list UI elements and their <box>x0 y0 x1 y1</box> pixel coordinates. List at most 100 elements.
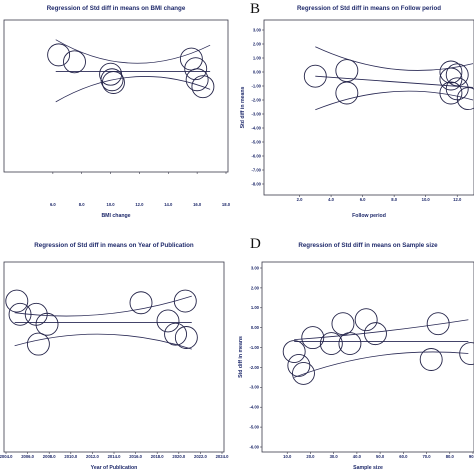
x-tick-label: 10.0 <box>422 197 431 202</box>
y-tick-label: -8.00 <box>251 181 261 186</box>
x-tick-label: 70.0 <box>422 454 431 459</box>
x-tick-label: 2010.0 <box>64 454 77 459</box>
y-tick-label: -6.00 <box>251 153 261 158</box>
x-tick-label: 90.0 <box>469 454 474 459</box>
study-point <box>459 342 474 365</box>
x-tick-label: 8.0 <box>391 197 397 202</box>
study-point <box>164 322 188 346</box>
y-tick-label: -7.00 <box>251 167 261 172</box>
x-tick-label: 2008.0 <box>43 454 56 459</box>
study-point <box>287 354 311 377</box>
x-tick-label: 6.0 <box>50 202 56 207</box>
chart-title: Regression of Std diff in means on Year … <box>34 242 194 249</box>
x-tick-label: 2.0 <box>297 197 303 202</box>
panel-letter-d: D <box>250 236 261 252</box>
study-point <box>174 326 198 349</box>
x-tick-label: 2024.0 <box>216 454 229 459</box>
x-tick-label: 2020.0 <box>172 454 185 459</box>
study-point <box>185 68 209 92</box>
x-tick-label: 2004.0 <box>0 454 13 459</box>
y-tick-label: 0.00 <box>251 325 260 330</box>
ci-upper-line <box>315 46 474 71</box>
study-point <box>303 64 327 88</box>
x-tick-label: 2022.0 <box>194 454 207 459</box>
panel-sample-size: Regression of Std diff in means on Sampl… <box>238 242 474 471</box>
x-tick-label: 14.0 <box>164 202 173 207</box>
ci-upper-line <box>294 319 469 340</box>
y-tick-label: 2.00 <box>253 41 262 46</box>
study-point <box>335 81 359 105</box>
x-axis-label: Sample size <box>353 465 383 471</box>
panel-year-of-publication: Regression of Std diff in means on Year … <box>0 242 229 471</box>
y-tick-label: -4.00 <box>251 125 261 130</box>
study-point <box>364 322 387 346</box>
ci-lower-line <box>55 76 211 103</box>
study-point <box>100 68 124 92</box>
study-point <box>8 302 32 326</box>
x-tick-label: 2018.0 <box>151 454 164 459</box>
plot-frame <box>263 19 474 196</box>
x-tick-label: 50.0 <box>376 454 385 459</box>
y-tick-label: 1.00 <box>253 55 262 60</box>
ci-lower-line <box>294 351 469 378</box>
ci-lower-line <box>315 90 474 111</box>
x-tick-label: 2012.0 <box>86 454 99 459</box>
chart-title: Regression of Std diff in means on Sampl… <box>298 242 438 249</box>
x-tick-label: 12.0 <box>135 202 144 207</box>
panel-letter-b: B <box>250 1 261 17</box>
plot-frame <box>3 261 225 453</box>
study-point <box>319 332 343 356</box>
study-point <box>156 309 180 333</box>
ci-lower-line <box>14 333 192 350</box>
study-point <box>354 308 378 332</box>
x-tick-label: 10.0 <box>283 454 292 459</box>
study-point <box>35 312 59 336</box>
x-tick-label: 10.0 <box>106 202 115 207</box>
study-point <box>282 340 306 363</box>
study-point <box>456 87 474 111</box>
x-axis-label: Year of Publication <box>91 465 138 471</box>
study-point <box>419 348 443 371</box>
chart-title: Regression of Std diff in means on Follo… <box>297 5 441 12</box>
study-point <box>331 312 355 336</box>
ci-upper-line <box>55 39 211 64</box>
x-tick-label: 40.0 <box>353 454 362 459</box>
study-point <box>191 75 215 99</box>
y-tick-label: -4.00 <box>249 405 259 410</box>
y-axis-label: Std diff in means <box>238 336 244 378</box>
ci-upper-line <box>14 295 192 317</box>
y-tick-label: -1.00 <box>249 345 259 350</box>
y-axis-label: Std diff in means <box>240 86 246 128</box>
x-tick-label: 30.0 <box>330 454 339 459</box>
study-point <box>292 361 315 385</box>
study-point <box>426 312 450 336</box>
study-point <box>5 289 29 313</box>
study-point <box>129 291 153 315</box>
x-axis-label: BMI change <box>101 213 130 219</box>
y-tick-label: -2.00 <box>249 365 259 370</box>
y-tick-label: -5.00 <box>249 425 259 430</box>
study-point <box>184 57 208 81</box>
plot-frame <box>261 261 474 453</box>
x-tick-label: 6.0 <box>360 197 366 202</box>
x-tick-label: 80.0 <box>446 454 455 459</box>
study-point <box>173 289 197 313</box>
y-tick-label: -3.00 <box>251 111 261 116</box>
x-tick-label: 2016.0 <box>129 454 142 459</box>
y-tick-label: -2.00 <box>251 97 261 102</box>
study-point <box>439 67 463 91</box>
study-point <box>445 63 469 87</box>
study-point <box>63 50 86 74</box>
x-tick-label: 8.0 <box>79 202 85 207</box>
study-point <box>102 71 125 94</box>
y-tick-label: -5.00 <box>251 139 261 144</box>
y-tick-label: -3.00 <box>249 385 259 390</box>
y-tick-label: 0.00 <box>253 69 262 74</box>
x-tick-label: 60.0 <box>399 454 408 459</box>
panel-bmi-change: Regression of Std diff in means on BMI c… <box>3 5 231 219</box>
study-point <box>26 332 50 356</box>
x-tick-label: 2014.0 <box>108 454 121 459</box>
y-tick-label: -6.00 <box>249 444 259 449</box>
panel-follow-period: Regression of Std diff in means on Follo… <box>240 5 474 219</box>
